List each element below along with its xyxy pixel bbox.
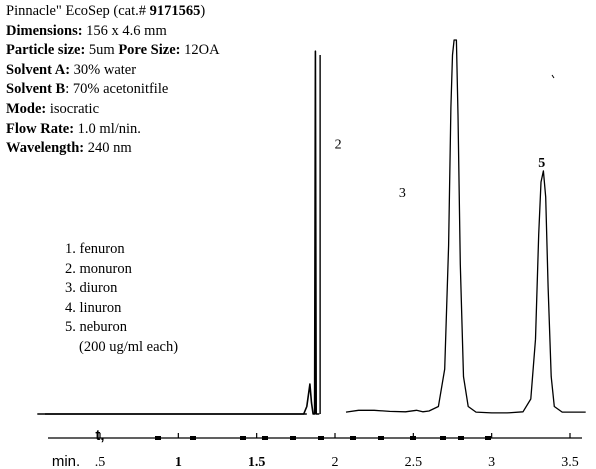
axis-fragment bbox=[318, 436, 324, 440]
solvent-b-label: Solvent B bbox=[6, 81, 66, 98]
x-tick-label: 3.5 bbox=[561, 455, 579, 469]
dimensions-label: Dimensions: bbox=[6, 22, 83, 39]
x-tick-label: 1 bbox=[175, 455, 182, 469]
time-axis: .5 1 1.5 2 2.5 3 3.5 min. t, bbox=[48, 427, 582, 469]
mode-value: isocratic bbox=[46, 100, 100, 117]
particle-line: Particle size: 5um Pore Size: 12OA bbox=[6, 41, 220, 61]
particle-label: Particle size: bbox=[6, 42, 86, 59]
mode-line: Mode: isocratic bbox=[6, 100, 220, 120]
axis-fragment bbox=[190, 436, 196, 440]
solvent-a-line: Solvent A: 30% water bbox=[6, 61, 220, 81]
x-tick-label: 2.5 bbox=[405, 455, 423, 469]
axis-fragment bbox=[290, 436, 296, 440]
axis-fragment bbox=[440, 436, 446, 440]
x-tick-label: .5 bbox=[95, 455, 106, 469]
pore-value: 12OA bbox=[180, 42, 220, 59]
method-info: Pinnacle" EcoSep (cat.# 9171565) Dimensi… bbox=[6, 2, 220, 159]
peak-label-layer: 2 3 5 bbox=[335, 137, 546, 201]
dimensions-value: 156 x 4.6 mm bbox=[82, 22, 167, 39]
peak-label: 5 bbox=[538, 156, 545, 171]
trace-void bbox=[37, 50, 320, 415]
compound-item: 5. neburon bbox=[65, 319, 128, 336]
compound-item: 2. monuron bbox=[65, 260, 132, 277]
trace-main bbox=[345, 39, 586, 414]
trace-layer bbox=[37, 39, 586, 415]
axis-fragment bbox=[350, 436, 356, 440]
axis-fragment bbox=[458, 436, 464, 440]
solvent-a-label: Solvent A: bbox=[6, 61, 71, 78]
axis-fragment bbox=[485, 436, 491, 440]
particle-value: 5um bbox=[85, 42, 119, 59]
solvent-b-line: Solvent B: 70% acetonitfile bbox=[6, 80, 220, 100]
flow-rate-line: Flow Rate: 1.0 ml/nin. bbox=[6, 120, 220, 140]
compound-item: 4. linuron bbox=[65, 299, 122, 316]
axis-fragment bbox=[378, 436, 384, 440]
column-prefix: Pinnacle" EcoSep (cat.# bbox=[6, 3, 150, 19]
flow-rate-label: Flow Rate: bbox=[6, 120, 75, 137]
mode-label: Mode: bbox=[6, 100, 47, 117]
x-axis-fragment: t, bbox=[95, 427, 104, 444]
pore-label: Pore Size: bbox=[118, 42, 181, 59]
x-tick-label: 3 bbox=[488, 455, 495, 469]
solvent-b-value: : 70% acetonitfile bbox=[65, 81, 169, 98]
stray-mark bbox=[551, 74, 555, 79]
wavelength-label: Wavelength: bbox=[6, 140, 85, 157]
peak-label: 2 bbox=[335, 137, 342, 152]
axis-fragment bbox=[262, 436, 268, 440]
compound-item: 3. diuron bbox=[65, 280, 118, 297]
dimensions-line: Dimensions: 156 x 4.6 mm bbox=[6, 22, 220, 42]
wavelength-line: Wavelength: 240 nm bbox=[6, 139, 220, 159]
flow-rate-value: 1.0 ml/nin. bbox=[74, 120, 141, 137]
peak-label: 3 bbox=[399, 186, 406, 201]
column-suffix: ) bbox=[200, 3, 206, 19]
solvent-a-value: 30% water bbox=[70, 61, 137, 78]
x-tick-label: 2 bbox=[332, 455, 339, 469]
axis-fragment bbox=[410, 436, 416, 440]
axis-fragment bbox=[155, 436, 161, 440]
wavelength-value: 240 nm bbox=[84, 140, 132, 157]
x-tick-label: 1.5 bbox=[248, 455, 266, 469]
column-line: Pinnacle" EcoSep (cat.# 9171565) bbox=[6, 2, 220, 22]
compound-list: 1. fenuron 2. monuron 3. diuron 4. linur… bbox=[65, 240, 178, 358]
column-catalog: 9171565 bbox=[149, 3, 201, 19]
concentration-note: (200 ug/ml each) bbox=[79, 338, 179, 355]
axis-fragment bbox=[240, 436, 246, 440]
compound-item: 1. fenuron bbox=[65, 241, 125, 257]
x-axis-unit-label: min. bbox=[52, 453, 80, 469]
